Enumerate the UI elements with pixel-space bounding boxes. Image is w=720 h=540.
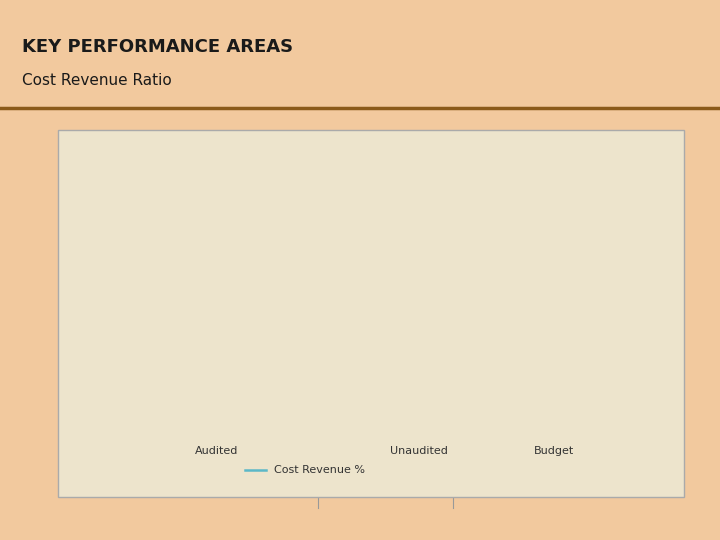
Text: Unaudited: Unaudited (390, 446, 448, 456)
Text: Audited: Audited (194, 446, 238, 456)
Title: Cost Revenue %: Cost Revenue % (316, 174, 454, 189)
Text: Cost Revenue %: Cost Revenue % (274, 465, 364, 475)
Text: Budget: Budget (534, 446, 575, 456)
Text: KEY PERFORMANCE AREAS: KEY PERFORMANCE AREAS (22, 38, 293, 56)
Text: Cost Revenue Ratio: Cost Revenue Ratio (22, 73, 171, 88)
